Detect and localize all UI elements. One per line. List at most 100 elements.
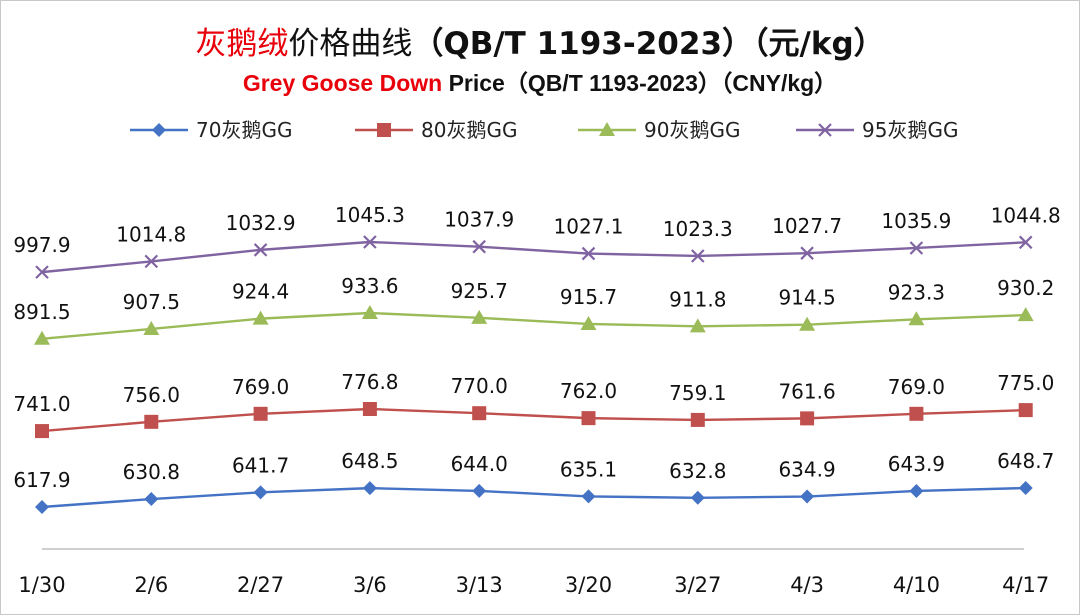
data-point <box>363 235 377 249</box>
data-label: 617.9 <box>13 468 70 492</box>
data-label: 1027.7 <box>772 214 842 238</box>
data-label: 915.7 <box>560 285 617 309</box>
data-point <box>580 315 597 330</box>
title-cn-highlight: 灰鹅绒 <box>195 26 289 62</box>
title-cn-unit: （元/kg） <box>753 26 885 62</box>
data-label: 641.7 <box>232 453 289 477</box>
data-label: 648.5 <box>341 449 398 473</box>
legend-item: 80灰鹅GG <box>355 118 517 142</box>
x-tick-label: 2/6 <box>134 573 168 597</box>
data-label: 891.5 <box>13 300 70 324</box>
data-label: 770.0 <box>451 374 508 398</box>
data-point <box>690 412 705 427</box>
data-label: 632.8 <box>669 459 726 483</box>
data-point <box>1017 307 1034 322</box>
data-point <box>253 406 268 421</box>
data-point <box>800 246 814 260</box>
data-point <box>35 500 49 514</box>
data-point <box>253 485 268 500</box>
data-point <box>361 305 378 319</box>
data-label: 923.3 <box>888 280 945 304</box>
data-point <box>472 406 487 421</box>
series-line <box>41 486 1026 509</box>
data-point <box>362 481 377 496</box>
data-label: 643.9 <box>888 452 945 476</box>
data-label: 925.7 <box>451 279 508 303</box>
title-cn-main: 价格曲线 <box>288 26 413 62</box>
data-point <box>362 402 377 416</box>
legend-marker <box>818 123 832 137</box>
series-line <box>41 240 1026 274</box>
data-point <box>472 239 486 254</box>
data-point <box>691 249 705 263</box>
data-label: 630.8 <box>123 460 180 484</box>
legend-item: 95灰鹅GG <box>796 118 958 142</box>
x-tick-label: 4/17 <box>1002 573 1049 597</box>
data-label: 1044.8 <box>991 203 1061 227</box>
series-line <box>41 407 1026 433</box>
data-point <box>143 320 160 335</box>
data-point <box>909 241 924 255</box>
data-label: 635.1 <box>560 457 617 481</box>
data-point <box>144 414 159 429</box>
series-3: 891.5 907.5 924.4 933.6 925.7 915.7 911.8 914.5… <box>13 274 1054 345</box>
data-label: 644.0 <box>451 452 508 476</box>
data-point <box>581 246 596 261</box>
data-point <box>581 411 596 426</box>
legend-marker <box>377 123 391 137</box>
title-cn-standard: （QB/T 1193-2023） <box>412 26 754 62</box>
data-label: 775.0 <box>997 371 1054 395</box>
series-4: 997.9 1014.8 1032.9 1045.3 1037.9 1027.1 1023.… <box>13 203 1061 279</box>
x-tick-label: 3/13 <box>456 573 503 597</box>
legend-label: 80灰鹅GG <box>421 118 517 142</box>
x-tick-label: 2/27 <box>237 573 284 597</box>
chart-title-cn: 灰鹅绒价格曲线（QB/T 1193-2023）（元/kg） <box>0 18 1080 63</box>
data-point <box>144 254 159 269</box>
data-label: 911.8 <box>669 287 726 311</box>
title-en-highlight: Grey Goose Down <box>242 70 443 96</box>
legend-item: 90灰鹅GG <box>578 118 740 142</box>
data-label: 756.0 <box>123 383 180 407</box>
data-label: 1035.9 <box>881 209 951 233</box>
data-label: 776.8 <box>341 370 398 394</box>
data-label: 930.2 <box>997 276 1054 300</box>
data-label: 1045.3 <box>335 203 405 227</box>
data-label: 1027.1 <box>554 215 624 239</box>
data-point <box>908 311 925 326</box>
data-label: 769.0 <box>888 375 945 399</box>
data-label: 769.0 <box>232 375 289 399</box>
x-tick-label: 1/30 <box>18 573 65 597</box>
data-point <box>1018 235 1033 250</box>
data-point <box>471 309 488 324</box>
title-en-rest: Price（QB/T 1193-2023）（CNY/kg） <box>442 70 838 96</box>
data-label: 933.6 <box>341 274 398 298</box>
data-label: 1032.9 <box>226 211 296 235</box>
data-point <box>1018 403 1033 418</box>
data-point <box>909 483 924 498</box>
data-point <box>253 243 268 257</box>
data-point <box>690 490 705 505</box>
legend-item: 70灰鹅GG <box>130 118 292 142</box>
data-label: 761.6 <box>778 379 835 403</box>
x-tick-label: 4/3 <box>790 573 824 597</box>
data-point <box>800 411 815 426</box>
data-label: 759.1 <box>669 381 726 405</box>
data-point <box>35 424 49 439</box>
chart-title-en: Grey Goose Down Price（QB/T 1193-2023）（CN… <box>0 64 1080 98</box>
data-point <box>1018 481 1033 496</box>
x-tick-label: 3/6 <box>353 573 387 597</box>
data-label: 1023.3 <box>663 217 733 241</box>
data-label: 1037.9 <box>444 208 514 232</box>
legend-label: 90灰鹅GG <box>644 118 740 142</box>
legend: 70灰鹅GG 80灰鹅GG 90灰鹅GG 95灰鹅GG <box>130 118 958 142</box>
data-point <box>689 318 706 333</box>
data-label: 762.0 <box>560 379 617 403</box>
data-point <box>800 489 815 504</box>
data-label: 907.5 <box>123 290 180 314</box>
series-line <box>41 311 1026 340</box>
legend-marker <box>152 123 166 137</box>
data-point <box>144 492 159 507</box>
x-tick-label: 4/10 <box>893 573 940 597</box>
